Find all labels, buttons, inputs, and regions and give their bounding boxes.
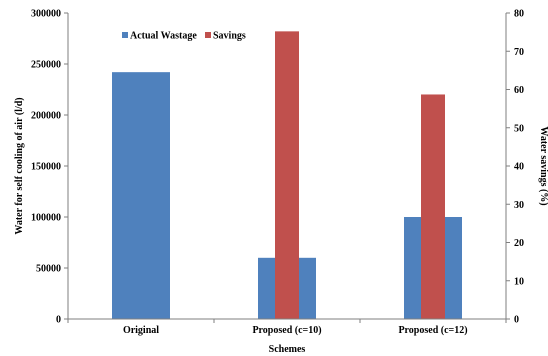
- y-tick-label-right: 50: [514, 123, 524, 134]
- legend-swatch: [205, 32, 211, 38]
- y-axis-title-right: Water savings (%): [538, 126, 548, 205]
- y-tick-label-right: 20: [514, 238, 524, 249]
- bar-savings: [421, 94, 445, 319]
- legend-label: Savings: [213, 31, 246, 42]
- y-tick-label-left: 100000: [31, 213, 61, 224]
- x-axis-title: Schemes: [269, 344, 306, 355]
- y-tick-label-left: 250000: [31, 60, 61, 71]
- y-tick-label-right: 80: [514, 9, 524, 20]
- y-tick-label-left: 150000: [31, 162, 61, 173]
- legend: Actual Wastage Savings: [122, 31, 246, 42]
- y-tick-label-left: 200000: [31, 111, 61, 122]
- y-tick-label-left: 300000: [31, 9, 61, 20]
- legend-swatch: [122, 32, 128, 38]
- y-tick-label-right: 40: [514, 162, 524, 173]
- x-tick-label: Original: [123, 325, 159, 336]
- bar-actual-wastage: [112, 72, 170, 319]
- y-axis-title-left: Water for self cooling of air (l/d): [14, 97, 25, 234]
- x-tick-label: Proposed (c=12): [398, 325, 467, 336]
- y-tick-label-right: 30: [514, 200, 524, 211]
- legend-label: Actual Wastage: [130, 31, 197, 42]
- y-tick-label-right: 70: [514, 47, 524, 58]
- y-tick-label-right: 60: [514, 85, 524, 96]
- axes-layer: [64, 12, 510, 323]
- y-tick-label-right: 0: [514, 315, 519, 326]
- y-tick-label-left: 50000: [36, 264, 61, 275]
- bar-savings: [275, 31, 299, 320]
- x-tick-label: Proposed (c=10): [252, 325, 321, 336]
- ticks-layer: Original Proposed (c=10) Proposed (c=12) 0 5…: [31, 9, 524, 337]
- y-tick-label-left: 0: [56, 315, 61, 326]
- y-tick-label-right: 10: [514, 276, 524, 287]
- bars-layer: [112, 31, 462, 320]
